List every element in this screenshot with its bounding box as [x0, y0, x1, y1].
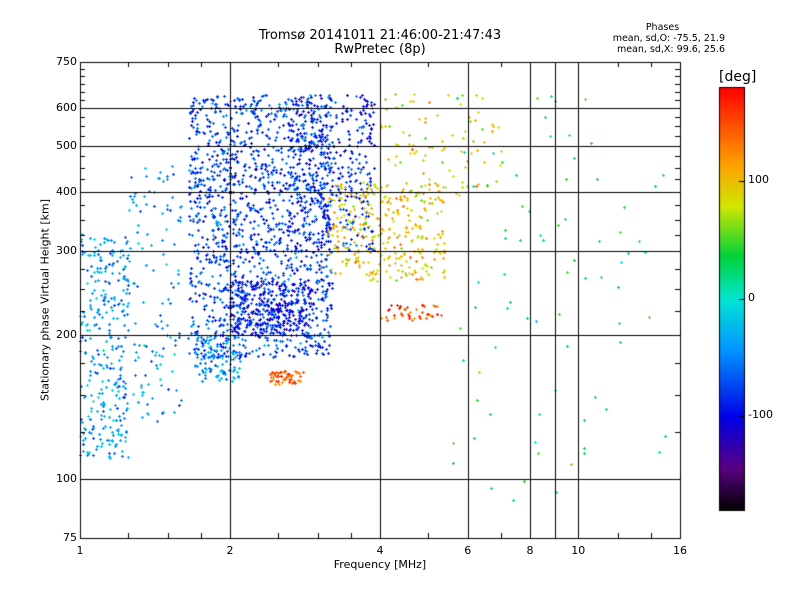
colorbar-tick-label: -100 [748, 408, 773, 421]
y-tick-label: 500 [56, 138, 77, 152]
phase-stats-title: Phases [645, 22, 680, 33]
y-tick-label: 200 [56, 328, 77, 342]
chart-subtitle: RwPretec (8p) [334, 42, 426, 57]
x-tick-label: 1 [76, 544, 84, 557]
phase-stats-o: mean, sd,O: -75.5, 21.9 [612, 33, 725, 44]
x-tick-label: 6 [464, 544, 472, 557]
y-tick-label: 75 [63, 531, 77, 544]
colorbar-tick-label: 0 [748, 290, 755, 304]
y-tick-label: 400 [56, 184, 77, 198]
x-tick-label: 2 [226, 544, 234, 557]
x-tick-label: 8 [526, 544, 534, 557]
y-tick-label: 300 [56, 244, 77, 258]
y-tick-label: 750 [56, 55, 77, 68]
y-tick-label: 600 [56, 101, 77, 115]
colorbar-tick-label: 100 [748, 173, 769, 186]
colorbar-unit: [deg] [719, 69, 757, 85]
y-axis-label: Stationary phase Virtual Height [km] [38, 198, 52, 402]
x-axis-label: Frequency [MHz] [333, 558, 427, 571]
phase-stats: Phases mean, sd,O: -75.5, 21.9 mean, sd,… [590, 22, 725, 55]
phase-stats-x: mean, sd,X: 99.6, 25.6 [616, 44, 725, 55]
y-tick-label: 100 [56, 471, 77, 485]
x-tick-label: 4 [376, 544, 384, 557]
x-tick-label: 10 [571, 544, 586, 557]
x-tick-label: 16 [673, 544, 687, 557]
chart-title: Tromsø 20141011 21:46:00-21:47:43 [258, 28, 502, 43]
